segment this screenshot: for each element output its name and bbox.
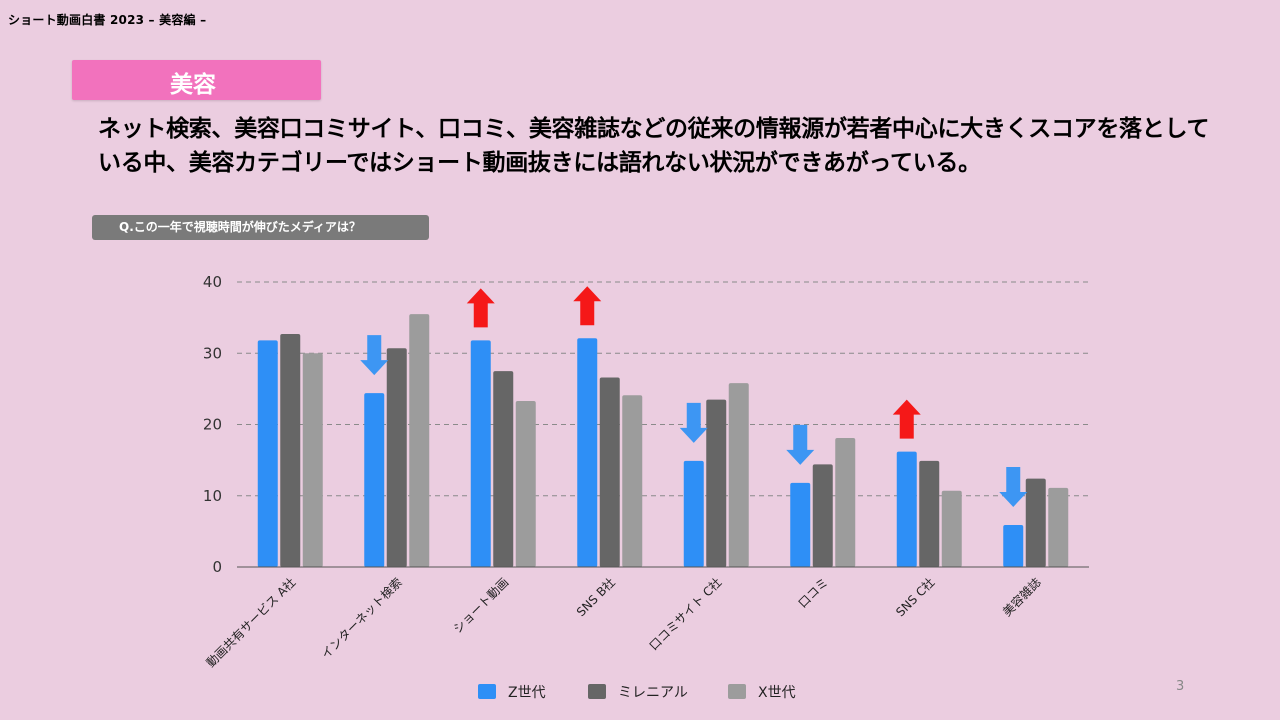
headline-text: ネット検索、美容口コミサイト、口コミ、美容雑誌などの従来の情報源が若者中心に大き… [98, 116, 1210, 176]
down-arrow-icon [999, 466, 1028, 507]
x-category-label: ショート動画 [451, 575, 512, 636]
bar [515, 400, 536, 567]
bar [706, 399, 727, 567]
bar [1048, 487, 1069, 567]
legend-swatch [728, 684, 746, 699]
bar [409, 314, 430, 567]
bar [835, 438, 856, 567]
y-tick-label: 0 [212, 558, 222, 576]
page-header-title: ショート動画白書 2023 – 美容編 – [8, 13, 207, 27]
bar [280, 334, 301, 567]
y-tick-label: 40 [203, 273, 222, 291]
bar [470, 340, 491, 567]
x-category-label: SNS C社 [893, 575, 938, 620]
bar [364, 393, 385, 567]
down-arrow-icon [786, 424, 815, 465]
up-arrow-icon [466, 288, 495, 328]
bar [812, 464, 833, 567]
x-category-label: 口コミサイト C社 [646, 575, 725, 654]
legend-swatch [478, 684, 496, 699]
bar [896, 451, 917, 567]
bar [941, 490, 962, 567]
bar [493, 371, 514, 567]
question-label: Q.この一年で視聴時間が伸びたメディアは？ [92, 215, 429, 240]
legend-label: Z世代 [508, 685, 546, 701]
bar [257, 340, 278, 567]
bar [919, 460, 940, 567]
up-arrow-icon [573, 286, 602, 326]
legend-label: ミレニアル [618, 685, 688, 701]
bar [790, 482, 811, 567]
bar [302, 353, 323, 567]
bar [1003, 524, 1024, 567]
bar [683, 460, 704, 567]
legend-swatch [588, 684, 606, 699]
y-tick-label: 10 [203, 487, 222, 505]
y-tick-label: 30 [203, 344, 222, 362]
bar [599, 377, 620, 567]
bar [622, 395, 643, 567]
down-arrow-icon [679, 402, 708, 443]
x-category-label: 動画共有サービス A社 [203, 575, 298, 670]
x-category-label: インターネット検索 [319, 575, 405, 661]
y-tick-label: 20 [203, 416, 222, 434]
down-arrow-icon [360, 335, 389, 376]
bar [1025, 478, 1046, 567]
category-badge: 美容 [72, 60, 321, 100]
bar [728, 383, 749, 567]
x-category-label: SNS B社 [573, 575, 618, 620]
category-badge-label: 美容 [170, 72, 216, 98]
x-category-label: 美容雑誌 [999, 575, 1044, 620]
legend-label: X世代 [758, 685, 796, 701]
page-number: 3 [1176, 679, 1185, 694]
up-arrow-icon [892, 399, 921, 439]
bar [577, 338, 598, 567]
x-category-label: 口コミ [796, 575, 831, 610]
bar [386, 348, 407, 567]
